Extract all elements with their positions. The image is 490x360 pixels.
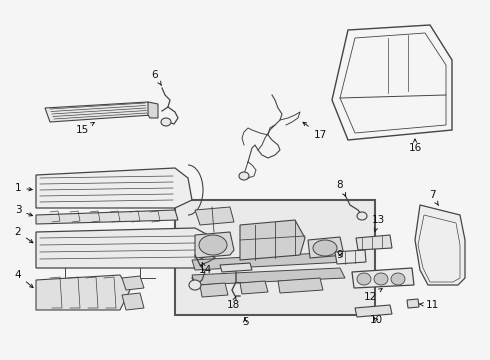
Ellipse shape [357, 212, 367, 220]
Polygon shape [220, 263, 252, 272]
Text: 9: 9 [337, 250, 343, 260]
Polygon shape [36, 210, 178, 224]
FancyBboxPatch shape [175, 200, 375, 315]
Polygon shape [198, 255, 215, 268]
Polygon shape [195, 232, 234, 258]
Ellipse shape [357, 273, 371, 285]
Polygon shape [148, 102, 158, 118]
Text: 12: 12 [364, 289, 382, 302]
Polygon shape [45, 102, 152, 122]
Text: 2: 2 [15, 227, 33, 243]
Polygon shape [36, 168, 192, 208]
Polygon shape [308, 237, 344, 258]
Polygon shape [335, 250, 366, 264]
Polygon shape [240, 220, 305, 260]
Text: 16: 16 [408, 139, 421, 153]
Text: 17: 17 [303, 122, 327, 140]
Polygon shape [122, 276, 144, 290]
Polygon shape [415, 205, 465, 285]
Text: 7: 7 [429, 190, 438, 205]
Text: 4: 4 [15, 270, 33, 288]
Polygon shape [407, 299, 419, 308]
Text: 1: 1 [15, 183, 32, 193]
Polygon shape [240, 281, 268, 294]
Text: 10: 10 [369, 315, 383, 325]
Polygon shape [192, 252, 345, 270]
Text: 6: 6 [152, 70, 161, 85]
Polygon shape [352, 268, 414, 288]
Text: 5: 5 [242, 317, 248, 327]
Polygon shape [200, 283, 228, 297]
Text: 8: 8 [337, 180, 345, 196]
Ellipse shape [189, 280, 201, 290]
Text: 15: 15 [75, 122, 94, 135]
Ellipse shape [199, 235, 227, 255]
Text: 11: 11 [419, 300, 439, 310]
Polygon shape [356, 235, 392, 250]
Polygon shape [122, 293, 144, 310]
Text: 18: 18 [226, 297, 240, 310]
Text: 14: 14 [198, 262, 212, 275]
Polygon shape [355, 305, 392, 317]
Text: 3: 3 [15, 205, 32, 216]
Ellipse shape [239, 172, 249, 180]
Ellipse shape [391, 273, 405, 285]
Ellipse shape [313, 240, 337, 256]
Text: 13: 13 [371, 215, 385, 231]
Polygon shape [195, 207, 234, 225]
Ellipse shape [374, 273, 388, 285]
Polygon shape [278, 278, 323, 293]
Polygon shape [192, 268, 345, 285]
Polygon shape [36, 275, 130, 310]
Polygon shape [36, 228, 210, 268]
Ellipse shape [161, 118, 171, 126]
